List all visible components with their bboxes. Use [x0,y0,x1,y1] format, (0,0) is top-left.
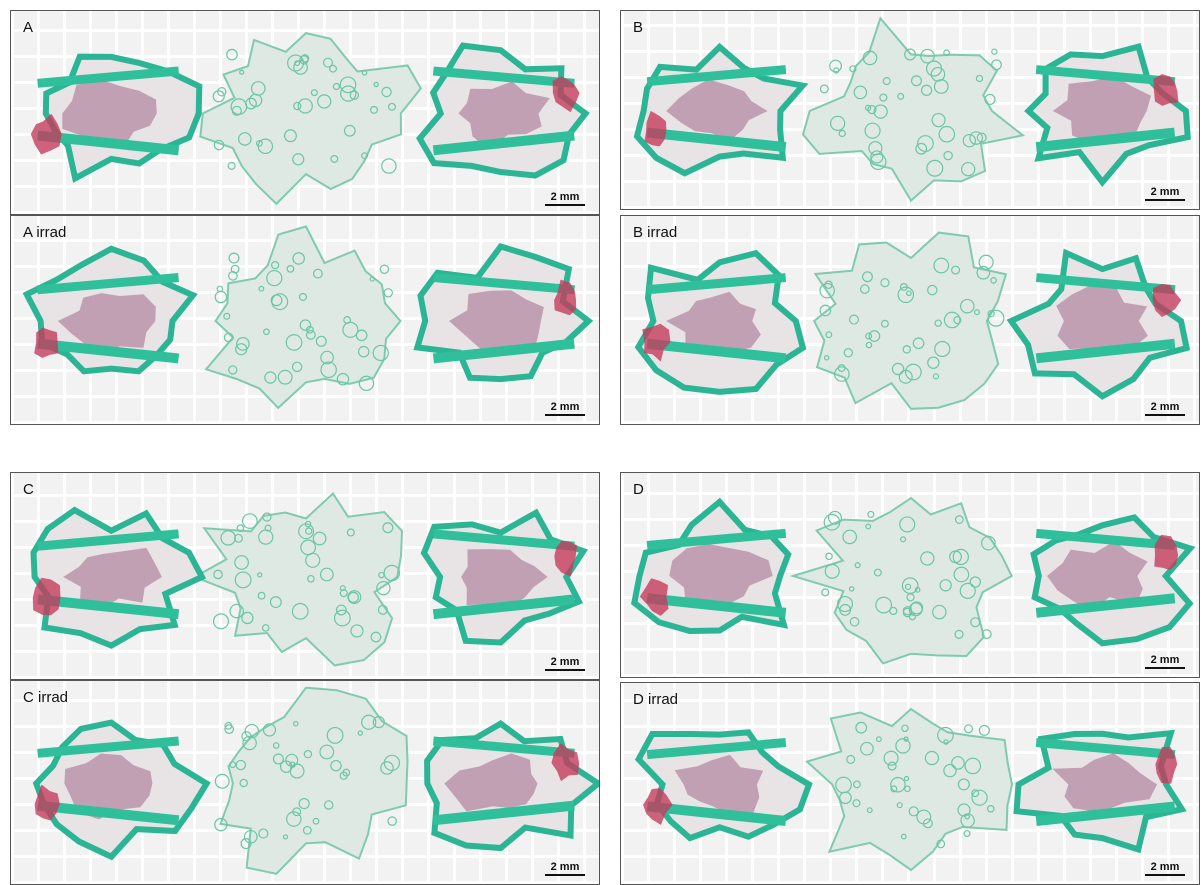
pore [992,49,997,54]
scale-bar-line [545,874,585,876]
scaffold [195,494,402,666]
micrograph-panel: D 2 mm [620,472,1200,678]
scale-bar: 2 mm [1145,186,1185,201]
micrograph-panel: C irrad 2 mm [10,680,600,885]
pore [382,159,396,173]
micrograph-panel: C 2 mm [10,472,600,680]
panel-label: B irrad [633,224,677,241]
scale-bar-line [545,414,585,416]
micrograph-panel: D irrad 2 mm [620,682,1200,885]
panel-label: D irrad [633,691,678,708]
scale-bar-label: 2 mm [1145,401,1185,413]
panel-label: A irrad [23,224,66,241]
scale-bar-label: 2 mm [1145,654,1185,666]
scaffold [221,688,408,874]
tissue-section [11,11,600,215]
scaffold [803,18,1023,200]
pore [992,60,1002,70]
tissue-section [11,681,600,885]
pore [820,85,828,93]
pore [964,831,970,837]
tissue-section [621,473,1200,678]
muscle [34,328,58,358]
scale-bar-line [1145,874,1185,876]
scale-bar-label: 2 mm [545,401,585,413]
figure: A2 mmA irrad2 mmB2 mmB irrad2 mmC2 mmC i… [0,0,1203,885]
pore [822,589,829,596]
scale-bar-label: 2 mm [545,656,585,668]
micrograph-panel: B irrad 2 mm [620,215,1200,425]
pore [215,291,226,302]
pore [388,817,396,825]
scale-bar-line [545,669,585,671]
scale-bar: 2 mm [545,401,585,416]
scale-bar: 2 mm [1145,401,1185,416]
scale-bar-line [545,204,585,206]
scale-bar-label: 2 mm [1145,186,1185,198]
panel-label: D [633,481,644,498]
scale-bar-line [1145,414,1185,416]
micrograph-panel: A irrad 2 mm [10,215,600,425]
pore [243,514,258,529]
panel-label: C irrad [23,689,68,706]
tissue-section [11,473,600,680]
pore [988,310,1004,326]
pore [868,511,874,517]
micrograph-panel: A 2 mm [10,10,600,215]
pore [214,614,229,629]
pore [384,289,392,297]
pore [380,265,388,273]
pore [826,553,832,559]
pore [227,49,237,59]
scale-bar: 2 mm [1145,654,1185,669]
scaffold [793,498,1012,663]
pore [229,253,239,263]
scaffold [200,33,420,204]
scale-bar-label: 2 mm [545,191,585,203]
pore [979,725,989,735]
pore [830,60,842,72]
scale-bar-label: 2 mm [545,861,585,873]
scale-bar: 2 mm [545,656,585,671]
pore [228,162,235,169]
micrograph-panel: B 2 mm [620,10,1200,210]
scale-bar-line [1145,667,1185,669]
scale-bar: 2 mm [545,191,585,206]
panel-label: B [633,19,643,36]
tissue-section [621,216,1200,425]
panel-label: A [23,19,33,36]
scale-bar: 2 mm [545,861,585,876]
panel-label: C [23,481,34,498]
pore [965,725,973,733]
pore [215,774,229,788]
tissue-section [621,11,1200,210]
scale-bar-line [1145,199,1185,201]
tissue-section [621,683,1200,885]
scale-bar: 2 mm [1145,861,1185,876]
scale-bar-label: 2 mm [1145,861,1185,873]
muscle [1154,535,1178,570]
pore [217,286,222,291]
tissue-section [11,216,600,425]
